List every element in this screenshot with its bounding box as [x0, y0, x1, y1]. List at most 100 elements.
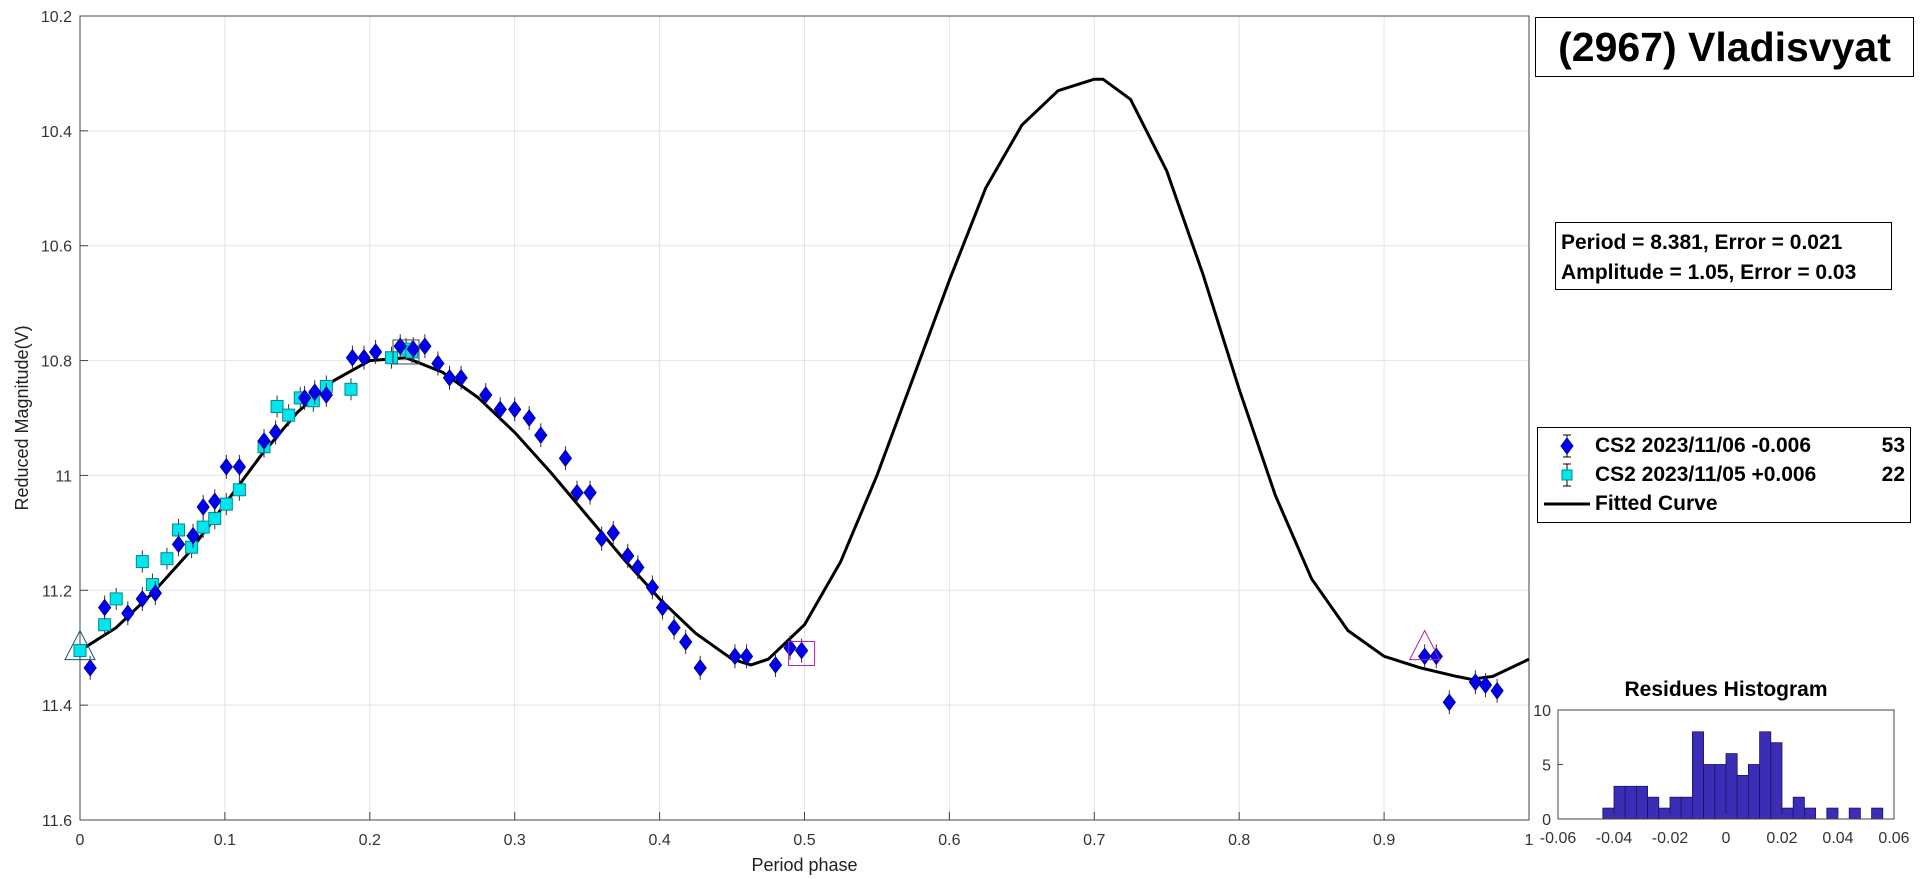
diamond-point	[783, 638, 797, 657]
plot-frame	[79, 15, 1530, 821]
histogram-bar	[1636, 785, 1649, 820]
diamond-point	[508, 400, 522, 419]
diamond-point	[208, 492, 222, 511]
y-tick-label: 10.4	[41, 124, 72, 141]
histogram-y-tick-label: 0	[1542, 812, 1551, 829]
session-end-marker	[392, 339, 420, 365]
histogram-bar	[1792, 796, 1805, 820]
diamond-point	[570, 483, 584, 502]
histogram-x-tick-label: -0.06	[1540, 830, 1577, 847]
histogram-bar	[1692, 731, 1705, 820]
fitted-curve-line	[79, 77, 1530, 681]
square-point	[208, 512, 222, 525]
diamond-point	[268, 423, 283, 442]
diamond-point	[257, 432, 271, 450]
histogram-bar	[1759, 731, 1772, 820]
diamond-point	[368, 343, 383, 361]
diamond-point	[442, 368, 457, 387]
diamond-point	[98, 598, 112, 617]
diamond-point	[83, 658, 97, 677]
diamond-point	[1442, 693, 1456, 712]
diamond-point	[171, 535, 186, 554]
session-start-marker	[1408, 629, 1441, 661]
diamond-point	[406, 340, 420, 358]
y-tick-label: 11.2	[42, 583, 72, 600]
diamond-point	[645, 578, 659, 597]
diamond-point	[693, 658, 707, 677]
fit-stats-box: Period = 8.381, Error = 0.021 Amplitude …	[1555, 222, 1892, 290]
diamond-point	[1429, 647, 1443, 666]
histogram-bar	[1748, 764, 1761, 820]
histogram-bar	[1680, 796, 1693, 820]
y-tick-label: 10.8	[41, 354, 72, 371]
y-tick-label: 11	[55, 468, 72, 485]
diamond-point	[522, 409, 536, 427]
diamond-point	[728, 647, 742, 666]
y-tick-label: 11.6	[42, 813, 72, 830]
histogram-y-tick-label: 10	[1533, 703, 1551, 720]
y-tick-label: 11.4	[42, 698, 72, 715]
x-tick-label: 0.4	[648, 832, 670, 849]
x-axis-label: Period phase	[751, 855, 857, 875]
histogram-bar	[1848, 807, 1861, 820]
histogram-bar	[1624, 785, 1637, 820]
histogram-bar	[1658, 807, 1671, 820]
diamond-point	[186, 526, 200, 545]
histogram-bar	[1826, 807, 1839, 820]
histogram-bar	[1871, 807, 1884, 820]
diamond-point	[308, 383, 322, 401]
square-point	[219, 497, 233, 511]
square-point	[135, 555, 149, 569]
legend-label: CS2 2023/11/06 -0.006	[1595, 434, 1812, 457]
diamond-point	[135, 590, 149, 608]
diamond-point	[1468, 673, 1483, 692]
diamond-point	[667, 618, 681, 637]
diamond-point	[631, 558, 645, 577]
diamond-point	[739, 647, 754, 666]
diamond-point	[583, 483, 597, 502]
x-tick-label: 0.6	[938, 832, 960, 849]
x-tick-label: 0.7	[1083, 832, 1105, 849]
square-point	[196, 520, 210, 534]
square-point	[185, 540, 199, 554]
diamond-point	[479, 386, 493, 404]
diamond-point	[655, 598, 670, 617]
histogram-bar	[1647, 796, 1660, 820]
square-point	[160, 552, 174, 566]
x-tick-label: 0.1	[214, 832, 236, 849]
histogram-x-tick-label: -0.04	[1596, 830, 1633, 847]
legend-count: 53	[1881, 434, 1905, 457]
diamond-point	[679, 633, 693, 651]
y-tick-label: 10.6	[41, 239, 72, 256]
histogram-bar	[1703, 764, 1716, 820]
chart-title: (2967) Vladisvyat	[1535, 17, 1914, 77]
diamond-point	[1418, 647, 1432, 666]
y-tick-label: 10.2	[41, 9, 72, 26]
square-point	[344, 382, 358, 396]
legend-label: CS2 2023/11/05 +0.006	[1595, 463, 1817, 486]
histogram-x-tick-label: 0.06	[1878, 830, 1909, 847]
histogram-x-tick-label: 0	[1722, 830, 1731, 847]
legend: CS2 2023/11/06 -0.006 53 CS2 2023/11/05 …	[1537, 427, 1911, 523]
amplitude-text: Amplitude = 1.05, Error = 0.03	[1561, 261, 1857, 284]
legend-entry-series-2: CS2 2023/11/05 +0.006 22	[1538, 461, 1910, 489]
x-tick-label: 0	[76, 832, 85, 849]
histogram-x-tick-label: 0.02	[1766, 830, 1797, 847]
diamond-point	[621, 546, 635, 565]
legend-swatch-square	[1561, 463, 1573, 487]
session-start-marker	[64, 629, 96, 661]
histogram-bar	[1602, 807, 1615, 820]
diamond-point	[297, 389, 312, 407]
legend-swatch-diamond	[1560, 434, 1574, 458]
diamond-point	[219, 457, 233, 476]
diamond-point	[232, 457, 247, 476]
y-axis-label: Reduced Magnitude(V)	[12, 325, 32, 510]
square-point	[270, 400, 284, 414]
diamond-point	[319, 386, 333, 404]
histogram-bar	[1725, 753, 1738, 820]
diamond-point	[357, 348, 371, 367]
histogram-title: Residues Histogram	[1624, 678, 1827, 701]
diamond-point	[121, 604, 135, 623]
x-tick-label: 0.5	[793, 832, 815, 849]
